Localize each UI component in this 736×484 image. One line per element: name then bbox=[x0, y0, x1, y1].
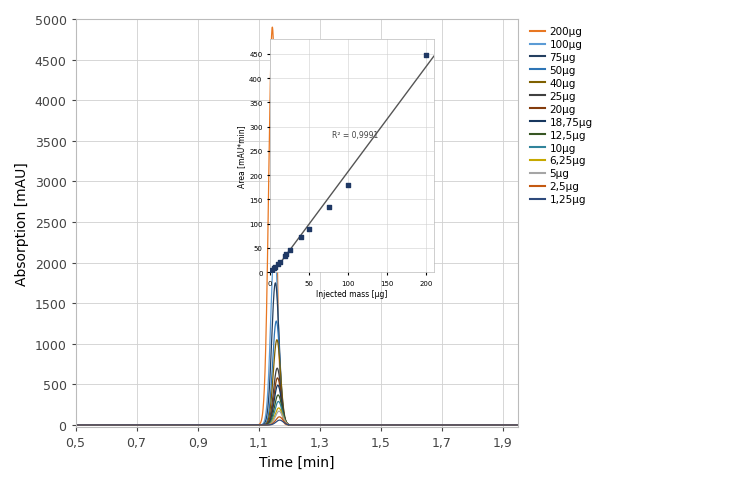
Legend: 200μg, 100μg, 75μg, 50μg, 40μg, 25μg, 20μg, 18,75μg, 12,5μg, 10μg, 6,25μg, 5μg, : 200μg, 100μg, 75μg, 50μg, 40μg, 25μg, 20… bbox=[528, 25, 595, 207]
X-axis label: Time [min]: Time [min] bbox=[259, 455, 334, 469]
Y-axis label: Absorption [mAU]: Absorption [mAU] bbox=[15, 162, 29, 286]
